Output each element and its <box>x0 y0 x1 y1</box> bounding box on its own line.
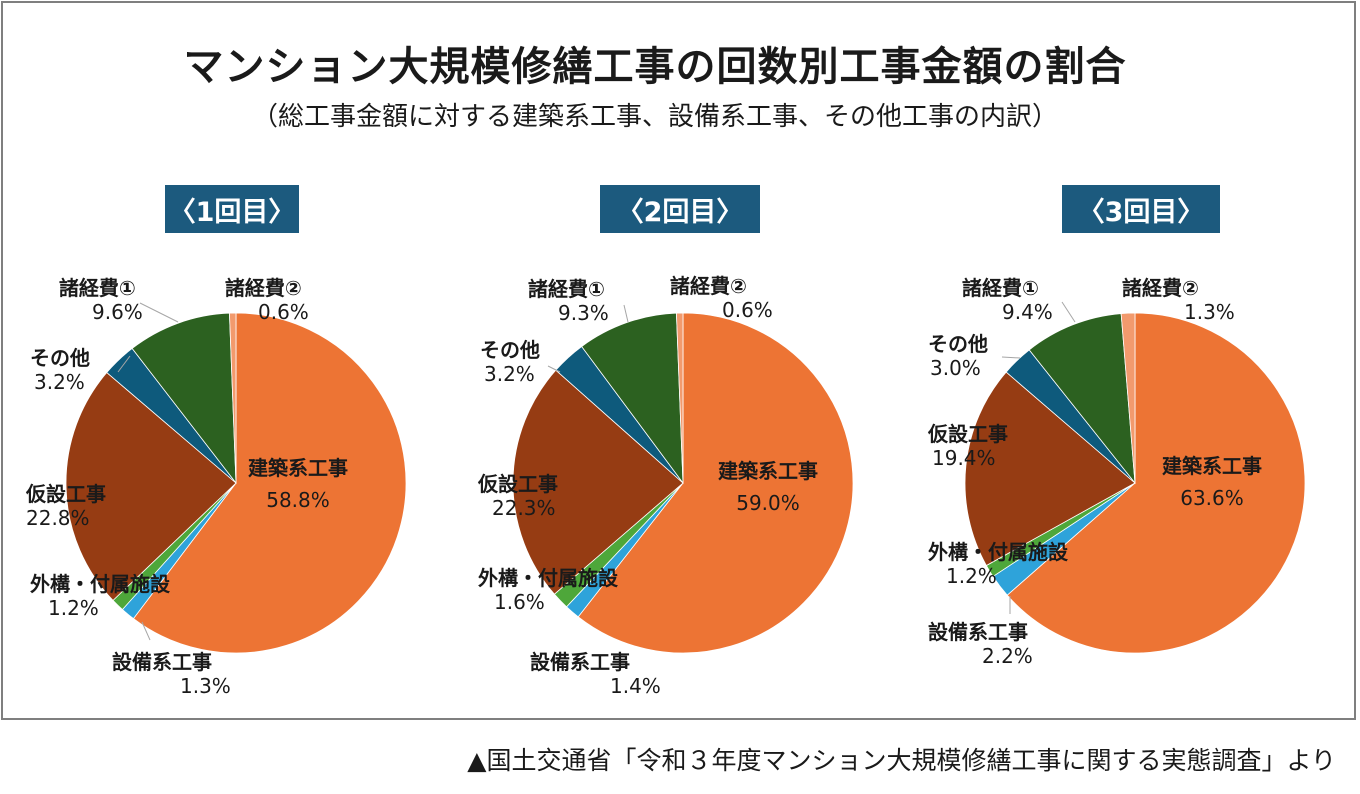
pie-3-title: 〈3回目〉 <box>1062 185 1220 233</box>
pie-2-label-外構・付属施設: 外構・付属施設 1.6% <box>478 566 618 614</box>
pie-3-label-外構・付属施設: 外構・付属施設 1.2% <box>928 540 1068 588</box>
pie-2-label-その他: その他 3.2% <box>480 338 540 386</box>
pie-2-label-仮設工事: 仮設工事 22.3% <box>478 472 558 520</box>
pie-3-slice-諸経費② <box>1120 312 1136 484</box>
pie-3-label-諸経費②: 諸経費② 1.3% <box>1122 276 1235 324</box>
pie-3-label-その他: その他 3.0% <box>928 332 988 380</box>
pie-2-slice-諸経費① <box>581 312 684 485</box>
pie-3-label-仮設工事: 仮設工事 19.4% <box>928 422 1008 470</box>
pie-3-leader-line <box>1061 301 1076 323</box>
pie-2-label-諸経費②: 諸経費② 0.6% <box>670 274 773 322</box>
pie-1-label-諸経費①: 諸経費① 9.6% <box>58 276 143 324</box>
pie-3-slice-諸経費① <box>1028 313 1136 485</box>
pie-1-leader-line <box>117 355 131 373</box>
pie-3-slice-仮設工事 <box>964 371 1136 567</box>
chart-subtitle: （総工事金額に対する建築系工事、設備系工事、その他工事の内訳） <box>251 102 1058 132</box>
pie-2-title: 〈2回目〉 <box>600 185 760 233</box>
pie-3-label-設備系工事: 設備系工事 2.2% <box>928 620 1033 668</box>
pie-2-label-建築系工事: 建築系工事 59.0% <box>718 459 818 515</box>
pie-3-label-諸経費①: 諸経費① 9.4% <box>962 276 1053 324</box>
pie-2-slice-仮設工事 <box>512 369 684 595</box>
pie-1-slice-仮設工事 <box>65 371 237 601</box>
pie-1-slice-諸経費② <box>229 312 237 484</box>
pie-2-label-設備系工事: 設備系工事 1.4% <box>530 650 661 698</box>
chart-title: マンション大規模修繕工事の回数別工事金額の割合 <box>183 44 1127 90</box>
pie-2-label-諸経費①: 諸経費① 9.3% <box>528 277 609 325</box>
pie-3-leader-line <box>1001 356 1021 359</box>
pie-1-slice-諸経費① <box>131 312 237 485</box>
pie-1-title: 〈1回目〉 <box>165 185 299 233</box>
pie-3-slice-建築系工事 <box>1006 312 1306 654</box>
pie-1-leader-line <box>141 621 151 641</box>
pie-1-label-建築系工事: 建築系工事 58.8% <box>248 456 348 512</box>
pie-1-label-諸経費②: 諸経費② 0.6% <box>224 276 309 324</box>
pie-2-slice-建築系工事 <box>577 312 854 654</box>
pie-1-label-外構・付属施設: 外構・付属施設 1.2% <box>30 572 170 620</box>
source-note: ▲国土交通省「令和３年度マンション大規模修繕工事に関する実態調査」より <box>467 746 1336 775</box>
pie-1-label-その他: その他 3.2% <box>30 346 90 394</box>
pie-1-leader-line <box>139 302 179 323</box>
pie-2-leader-line <box>547 365 561 373</box>
pie-1-label-仮設工事: 仮設工事 22.8% <box>26 482 106 530</box>
pie-1-label-設備系工事: 設備系工事 1.3% <box>112 650 231 698</box>
pie-2-slice-諸経費② <box>676 312 684 484</box>
pie-1-slice-建築系工事 <box>132 312 407 654</box>
pie-3-label-建築系工事: 建築系工事 63.6% <box>1162 454 1262 510</box>
pie-2-leader-line <box>623 304 629 323</box>
